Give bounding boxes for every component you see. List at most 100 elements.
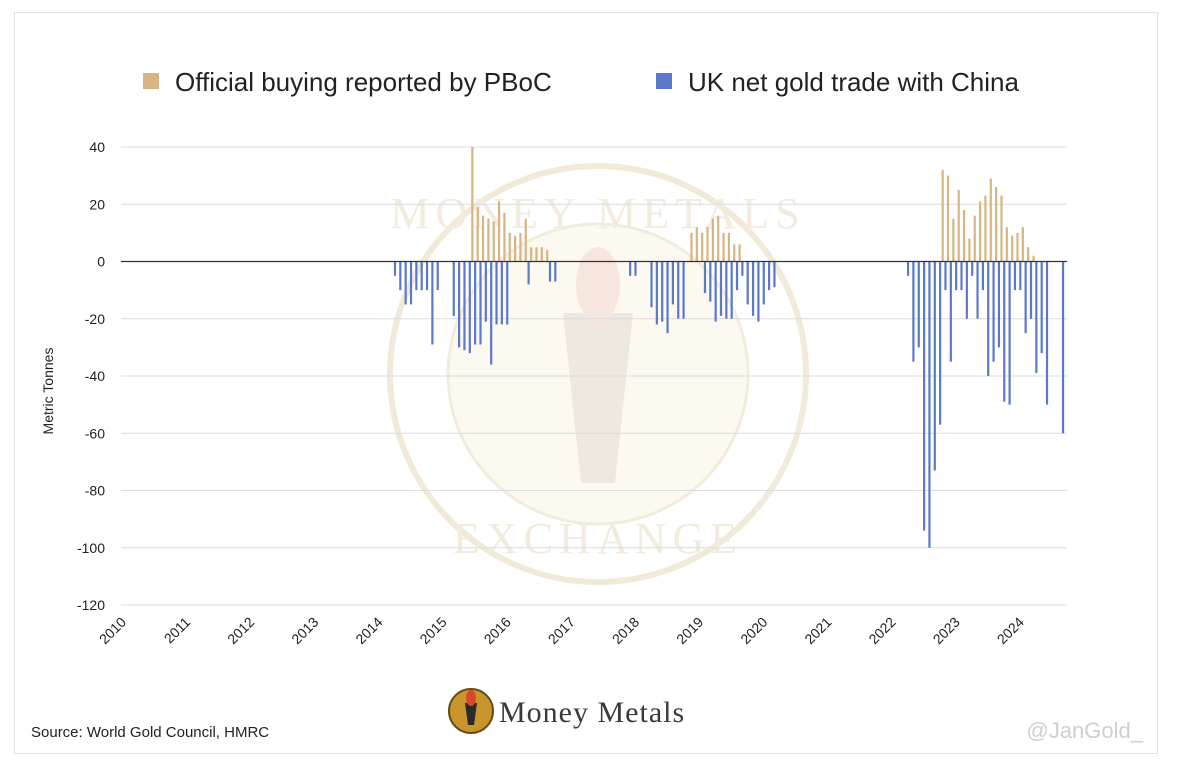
uk-bar: [987, 261, 990, 376]
x-tick-label: 2010: [96, 614, 129, 647]
uk-bar: [709, 261, 712, 302]
uk-bar: [992, 261, 995, 362]
watermark-bottom-text: EXCHANGE: [453, 514, 743, 563]
uk-bar: [554, 261, 557, 282]
watermark-ring-outer: [387, 163, 809, 585]
uk-bar: [735, 261, 739, 291]
uk-bar: [971, 261, 974, 276]
uk-bar: [682, 261, 685, 319]
uk-bar: [751, 261, 755, 316]
uk-bar: [949, 261, 952, 362]
source-note: Source: World Gold Council, HMRC: [31, 724, 269, 741]
uk-bar: [527, 261, 530, 285]
pboc-bar: [706, 227, 709, 262]
pboc-bar: [487, 218, 490, 262]
uk-bar: [933, 261, 936, 471]
pboc-bar: [481, 215, 485, 262]
uk-bar: [468, 261, 471, 354]
gridlines: [121, 146, 1067, 606]
pboc-bar: [519, 232, 522, 262]
torch-logo-handle: [465, 703, 477, 725]
uk-bar: [762, 261, 765, 305]
pboc-bar: [946, 175, 950, 262]
pboc-bar: [471, 147, 474, 262]
pboc-bar: [497, 201, 501, 262]
uk-bar: [746, 261, 749, 305]
uk-bar: [719, 261, 723, 316]
x-tick-label: 2019: [673, 614, 706, 647]
uk-bar: [490, 261, 493, 365]
uk-bar: [661, 261, 664, 322]
x-tick-label: 2024: [994, 614, 1027, 647]
watermark: MONEY METALS EXCHANGE: [387, 163, 809, 585]
chart-frame: MONEY METALS EXCHANGE Official buying re…: [14, 12, 1158, 754]
uk-bar: [452, 261, 455, 316]
chart-canvas: MONEY METALS EXCHANGE Official buying re…: [31, 67, 1144, 743]
y-tick-label: 40: [89, 139, 105, 155]
pboc-bar: [690, 232, 693, 262]
pboc-bar: [968, 238, 971, 262]
pboc-bar: [492, 221, 495, 262]
legend-item-pboc: Official buying reported by PBoC: [143, 67, 552, 97]
uk-bar: [714, 261, 717, 322]
pboc-bar: [984, 195, 987, 262]
uk-bar: [399, 261, 402, 291]
pboc-bar: [1016, 232, 1019, 262]
uk-bar: [922, 261, 926, 531]
uk-bar: [506, 261, 509, 325]
watermark-top-text: MONEY METALS: [390, 189, 805, 238]
uk-bar: [939, 261, 942, 425]
pboc-bar: [989, 178, 992, 262]
uk-bar: [474, 261, 477, 345]
uk-bar: [500, 261, 503, 325]
uk-bar: [458, 261, 461, 348]
uk-bar: [655, 261, 658, 325]
brand-logo: Money Metals: [448, 688, 684, 734]
uk-bar: [677, 261, 680, 319]
uk-bar: [1008, 261, 1011, 405]
y-tick-label: 20: [89, 196, 105, 212]
pboc-bar: [952, 218, 955, 262]
x-tick-label: 2012: [224, 614, 257, 647]
pboc-bar: [727, 232, 730, 262]
uk-bar: [928, 261, 931, 548]
uk-bar: [404, 261, 407, 305]
uk-bar: [420, 261, 423, 291]
x-tick-label: 2018: [609, 614, 642, 647]
pboc-bar: [535, 247, 538, 262]
y-tick-label: -120: [77, 597, 105, 613]
y-tick-label: -60: [85, 425, 105, 441]
uk-bar: [393, 261, 397, 276]
legend-label-uk: UK net gold trade with China: [688, 67, 1020, 97]
pboc-bar: [722, 232, 725, 262]
pboc-bar: [941, 169, 944, 262]
uk-bar: [997, 261, 1001, 348]
uk-bar: [425, 261, 429, 291]
uk-bar: [1061, 261, 1065, 434]
x-tick-label: 2011: [161, 614, 194, 647]
y-tick-labels: 40 20 0 -20 -40 -60 -80 -100 -120: [77, 139, 105, 613]
pboc-bar: [524, 218, 527, 262]
watermark-flame-icon: [576, 247, 620, 323]
y-tick-label: -20: [85, 311, 105, 327]
pboc-bar: [717, 215, 720, 262]
x-tick-label: 2020: [737, 614, 770, 647]
uk-bar: [409, 261, 413, 305]
x-tick-label: 2017: [545, 614, 578, 647]
uk-bar: [1003, 261, 1006, 402]
uk-bar: [917, 261, 920, 348]
uk-bar: [944, 261, 947, 291]
y-tick-label: -80: [85, 483, 105, 499]
uk-bar: [548, 261, 552, 282]
pboc-bar: [530, 247, 533, 262]
pboc-bar: [1011, 235, 1014, 262]
uk-bar: [1029, 261, 1033, 319]
uk-bar: [479, 261, 482, 345]
pboc-bar: [540, 247, 543, 262]
x-tick-label: 2023: [930, 614, 963, 647]
legend: Official buying reported by PBoC UK net …: [143, 67, 1020, 97]
x-tick-label: 2015: [416, 614, 449, 647]
uk-bar: [960, 261, 963, 291]
x-tick-labels: 2010 2011 2012 2013 2014 2015 2016 2017 2018 2019…: [96, 614, 1027, 647]
pboc-bar: [701, 232, 704, 262]
